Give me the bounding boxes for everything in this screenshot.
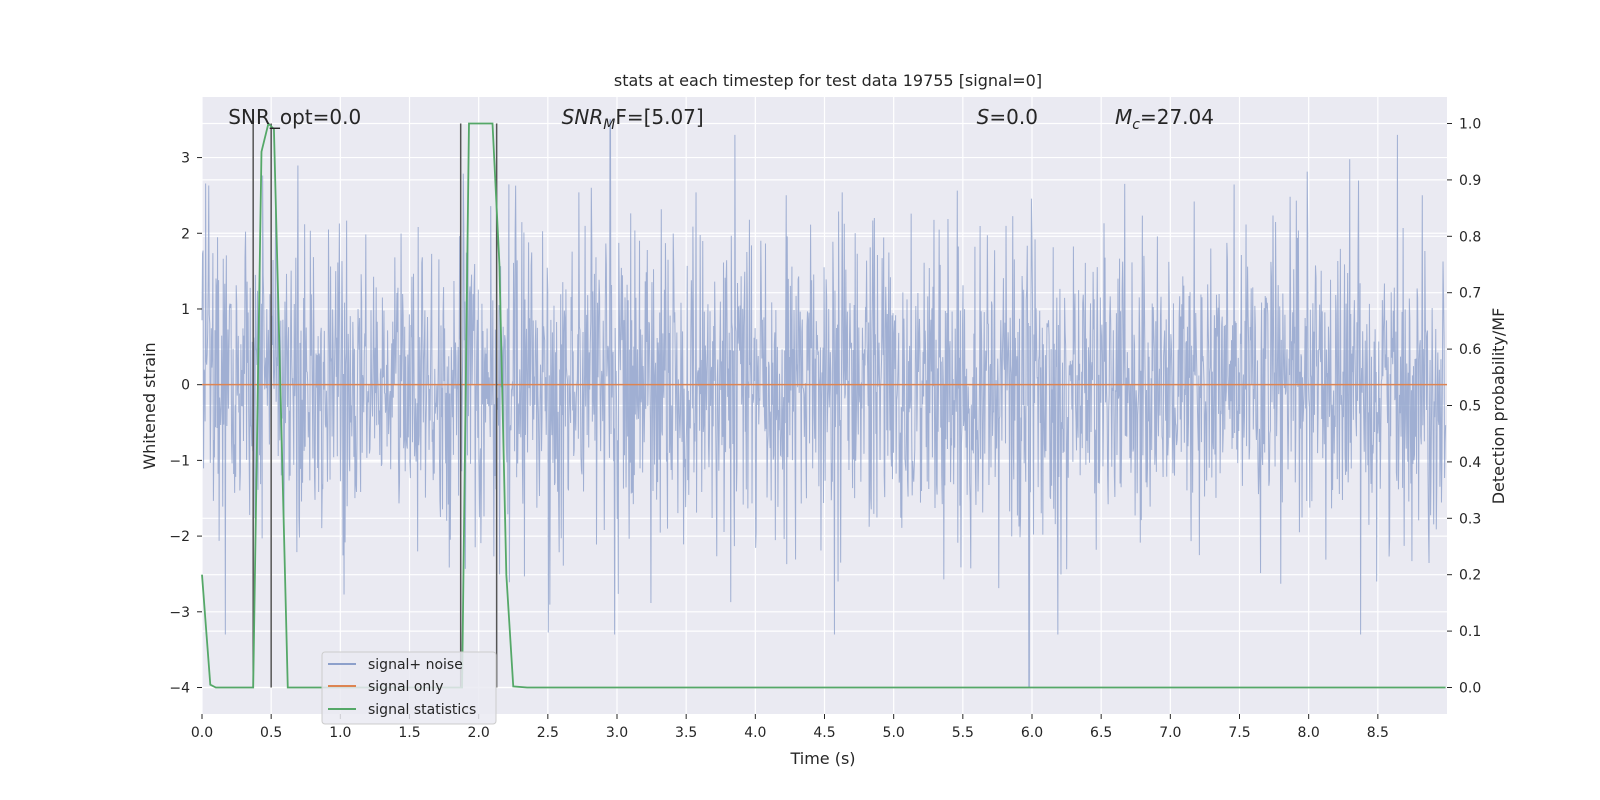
legend-label-signal: signal only (368, 679, 443, 695)
x-axis-ticks: 0.0 0.5 1.0 1.5 2.0 2.5 3.0 3.5 4.0 4.5 5.0 5.5 6.0 6… (191, 714, 1389, 741)
x-tick-label: 3.0 (606, 725, 628, 741)
y2-axis-label: Detection probability/MF (1489, 308, 1508, 505)
y-tick-label: 0 (181, 378, 190, 394)
x-tick-label: 5.5 (952, 725, 974, 741)
x-tick-label: 6.5 (1090, 725, 1112, 741)
x-tick-label: 7.0 (1159, 725, 1181, 741)
x-tick-label: 6.0 (1021, 725, 1043, 741)
y-tick-label: −4 (169, 681, 190, 697)
x-tick-label: 2.0 (468, 725, 490, 741)
x-tick-label: 4.5 (813, 725, 835, 741)
y-tick-label: −1 (169, 453, 190, 469)
annotation-1: SNRMF=[5.07] (562, 105, 704, 133)
y-tick-label: 2 (181, 226, 190, 242)
y2-tick-label: 0.1 (1459, 624, 1481, 640)
y-tick-label: 3 (181, 151, 190, 167)
y2-axis-ticks: 0.0 0.1 0.2 0.3 0.4 0.5 0.6 0.7 0.8 0.9 1.0 (1447, 117, 1481, 696)
x-tick-label: 7.5 (1228, 725, 1250, 741)
y2-tick-label: 0.0 (1459, 680, 1481, 696)
x-axis-label: Time (s) (789, 749, 855, 768)
x-tick-label: 1.0 (329, 725, 351, 741)
x-tick-label: 3.5 (675, 725, 697, 741)
legend: signal+ noise signal only signal statist… (321, 651, 497, 725)
legend-box (321, 651, 497, 725)
y2-tick-label: 0.7 (1459, 286, 1481, 302)
x-tick-label: 0.5 (260, 725, 282, 741)
y2-tick-label: 0.2 (1459, 568, 1481, 584)
y2-tick-label: 0.8 (1459, 229, 1481, 245)
y-axis-label: Whitened strain (140, 342, 159, 469)
y2-tick-label: 0.9 (1459, 173, 1481, 189)
y-tick-label: 1 (181, 302, 190, 318)
y2-tick-label: 0.3 (1459, 511, 1481, 527)
chart-title: stats at each timestep for test data 197… (614, 71, 1042, 90)
y2-tick-label: 0.4 (1459, 455, 1481, 471)
x-tick-label: 4.0 (744, 725, 766, 741)
annotations: SNR_opt=0.0 SNRMF=[5.07] S=0.0 Mc=27.04 (228, 105, 1214, 133)
y-tick-label: −3 (169, 605, 190, 621)
legend-label-statistics: signal statistics (368, 702, 476, 718)
x-tick-label: 8.5 (1367, 725, 1389, 741)
annotation-2: S=0.0 (977, 105, 1038, 129)
annotation-0: SNR_opt=0.0 (228, 105, 361, 129)
y2-tick-label: 1.0 (1459, 117, 1481, 133)
y2-tick-label: 0.5 (1459, 399, 1481, 415)
annotation-3: Mc=27.04 (1115, 105, 1214, 133)
legend-label-noise: signal+ noise (368, 657, 463, 673)
x-tick-label: 2.5 (537, 725, 559, 741)
x-tick-label: 1.5 (398, 725, 420, 741)
y-tick-label: −2 (169, 529, 190, 545)
x-tick-label: 0.0 (191, 725, 213, 741)
x-tick-label: 5.0 (883, 725, 905, 741)
y2-tick-label: 0.6 (1459, 342, 1481, 358)
x-tick-label: 8.0 (1298, 725, 1320, 741)
y-axis-ticks: −4 −3 −2 −1 0 1 2 3 (169, 151, 202, 697)
